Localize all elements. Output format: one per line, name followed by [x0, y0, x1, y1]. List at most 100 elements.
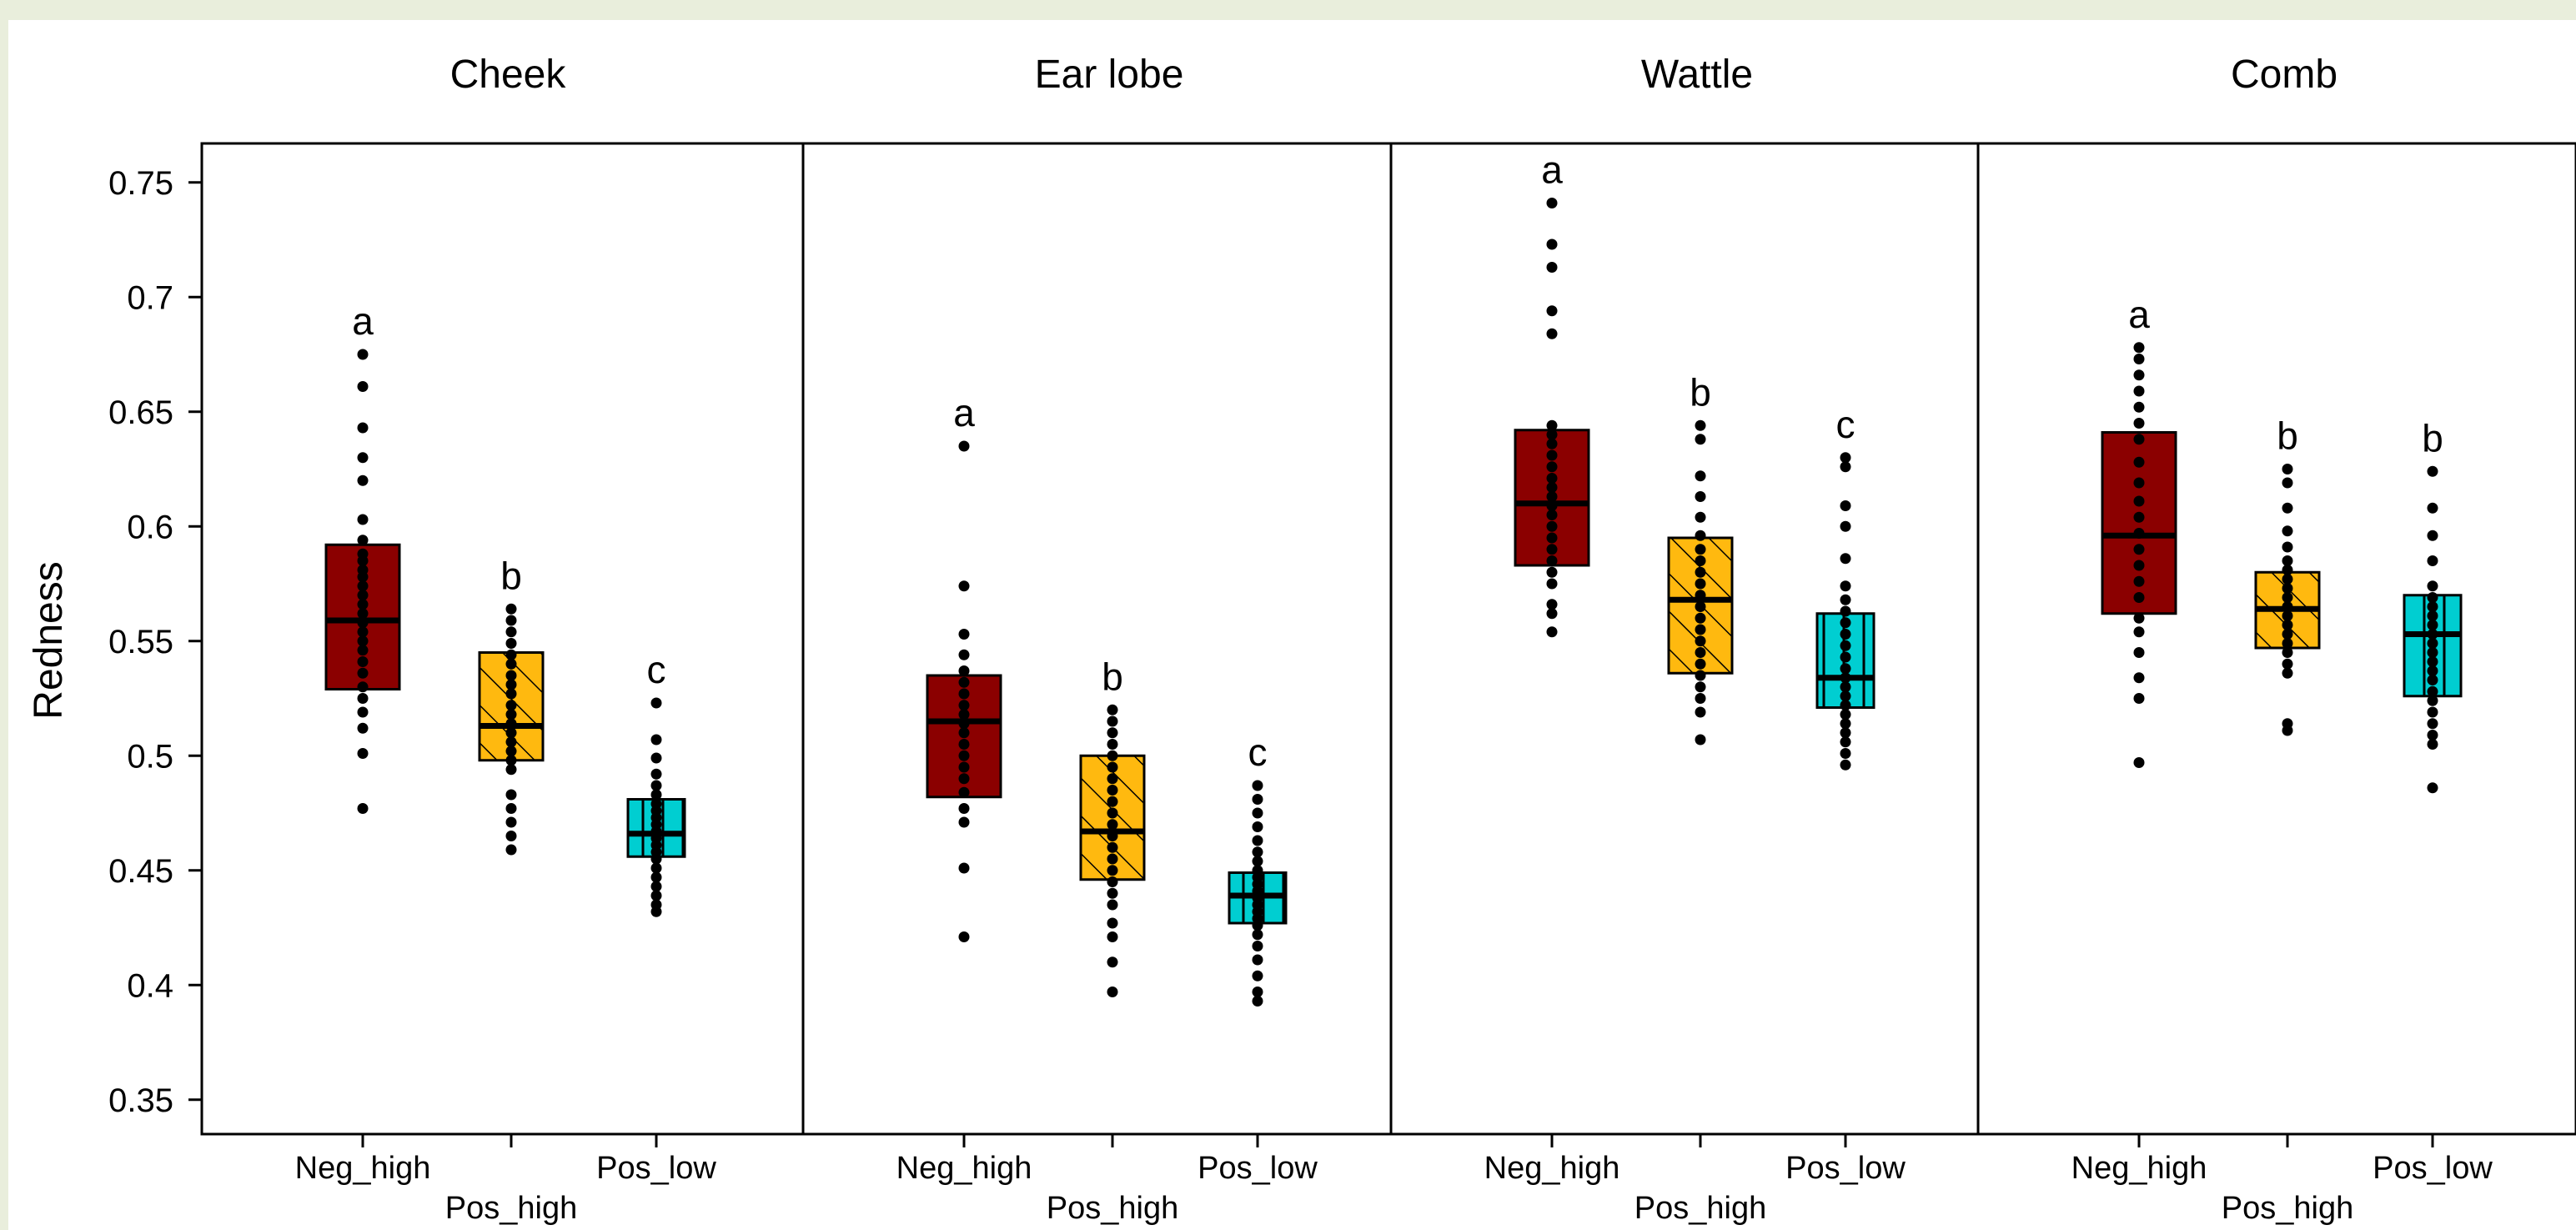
data-point [2133, 456, 2145, 468]
data-point [505, 789, 517, 801]
panel-title: Wattle [1641, 53, 1753, 97]
data-point [1840, 640, 1851, 651]
data-point [2133, 354, 2145, 364]
data-point [958, 761, 970, 773]
data-point [1107, 807, 1118, 819]
y-axis-title: Redness [27, 561, 71, 719]
data-point [505, 764, 517, 776]
x-category-label: Pos_high [1634, 1191, 1766, 1226]
data-point [958, 580, 970, 592]
panel-wattle: Wattle a Neg_high b Pos_high c Pos_low [1389, 53, 1980, 1226]
x-category-label: Neg_high [1484, 1151, 1620, 1186]
data-point [1695, 578, 1706, 590]
data-point [1695, 681, 1706, 693]
data-point [958, 816, 970, 828]
data-point [2427, 695, 2438, 706]
data-point [2427, 782, 2438, 794]
data-point [505, 638, 517, 649]
data-point [1546, 532, 1558, 544]
data-point [505, 670, 517, 681]
data-point [2133, 342, 2145, 354]
significance-letter: a [352, 299, 374, 343]
data-point [2282, 464, 2293, 474]
data-point [958, 773, 970, 785]
y-axis: 0.35 0.4 0.45 0.5 0.55 0.6 0.65 0.7 0.75 [108, 165, 202, 1119]
data-point [357, 474, 369, 486]
data-point [1546, 491, 1558, 502]
data-point [2133, 385, 2145, 397]
data-point [650, 890, 662, 901]
data-point [1107, 956, 1118, 968]
data-point [357, 422, 369, 434]
x-category-label: Pos_low [596, 1151, 716, 1186]
data-point [2282, 541, 2293, 553]
data-point [1546, 419, 1558, 431]
data-point [2427, 718, 2438, 730]
data-point [2282, 725, 2293, 736]
data-point [1107, 750, 1118, 761]
data-point [650, 853, 662, 865]
significance-letter: a [2128, 293, 2150, 336]
y-tick-label: 0.6 [127, 509, 173, 545]
data-point [357, 571, 369, 583]
data-point [2427, 656, 2438, 667]
data-point [357, 667, 369, 679]
data-point [357, 722, 369, 734]
data-point [1546, 520, 1558, 532]
panel-frame [1976, 142, 2576, 1136]
data-point [1107, 931, 1118, 942]
data-point [1252, 780, 1263, 791]
data-point [1107, 899, 1118, 911]
data-point [505, 700, 517, 711]
data-point [1252, 821, 1263, 832]
data-point [1252, 996, 1263, 1007]
data-point [1840, 580, 1851, 592]
data-point [2427, 530, 2438, 541]
data-point [357, 608, 369, 620]
data-point [2427, 620, 2438, 630]
significance-letter: c [1248, 730, 1268, 774]
significance-letter: b [2422, 416, 2443, 459]
data-point [650, 734, 662, 746]
data-point [1546, 438, 1558, 449]
data-point [1546, 328, 1558, 339]
data-point [1840, 520, 1851, 532]
data-point [1695, 601, 1706, 612]
data-point [357, 349, 369, 360]
data-point [1252, 846, 1263, 858]
data-point [958, 786, 970, 798]
data-point [958, 700, 970, 711]
data-point [357, 590, 369, 601]
data-point [2133, 693, 2145, 704]
data-point [1840, 663, 1851, 675]
data-point [1546, 198, 1558, 208]
data-point [2427, 685, 2438, 697]
data-point [2133, 757, 2145, 768]
data-point [1252, 807, 1263, 819]
data-point [2427, 739, 2438, 750]
data-point [505, 803, 517, 814]
data-point [505, 626, 517, 638]
x-category-label: Neg_high [295, 1151, 431, 1186]
data-point [1840, 629, 1851, 640]
data-point [1107, 917, 1118, 929]
x-category-label: Pos_low [2373, 1151, 2493, 1186]
data-point [2133, 544, 2145, 555]
data-point [505, 649, 517, 660]
data-point [1840, 690, 1851, 702]
data-point [1252, 920, 1263, 931]
data-point [2427, 601, 2438, 612]
x-category-label: Pos_high [1047, 1191, 1178, 1226]
data-point [1252, 987, 1263, 997]
data-point [2427, 730, 2438, 741]
data-point [1107, 739, 1118, 750]
data-point [357, 693, 369, 704]
data-point [2133, 495, 2145, 507]
data-point [1840, 617, 1851, 629]
y-tick-label: 0.7 [127, 279, 173, 316]
data-point [505, 688, 517, 700]
data-point [2282, 592, 2293, 603]
data-point [2427, 555, 2438, 566]
data-point [1252, 794, 1263, 805]
data-point [357, 803, 369, 814]
